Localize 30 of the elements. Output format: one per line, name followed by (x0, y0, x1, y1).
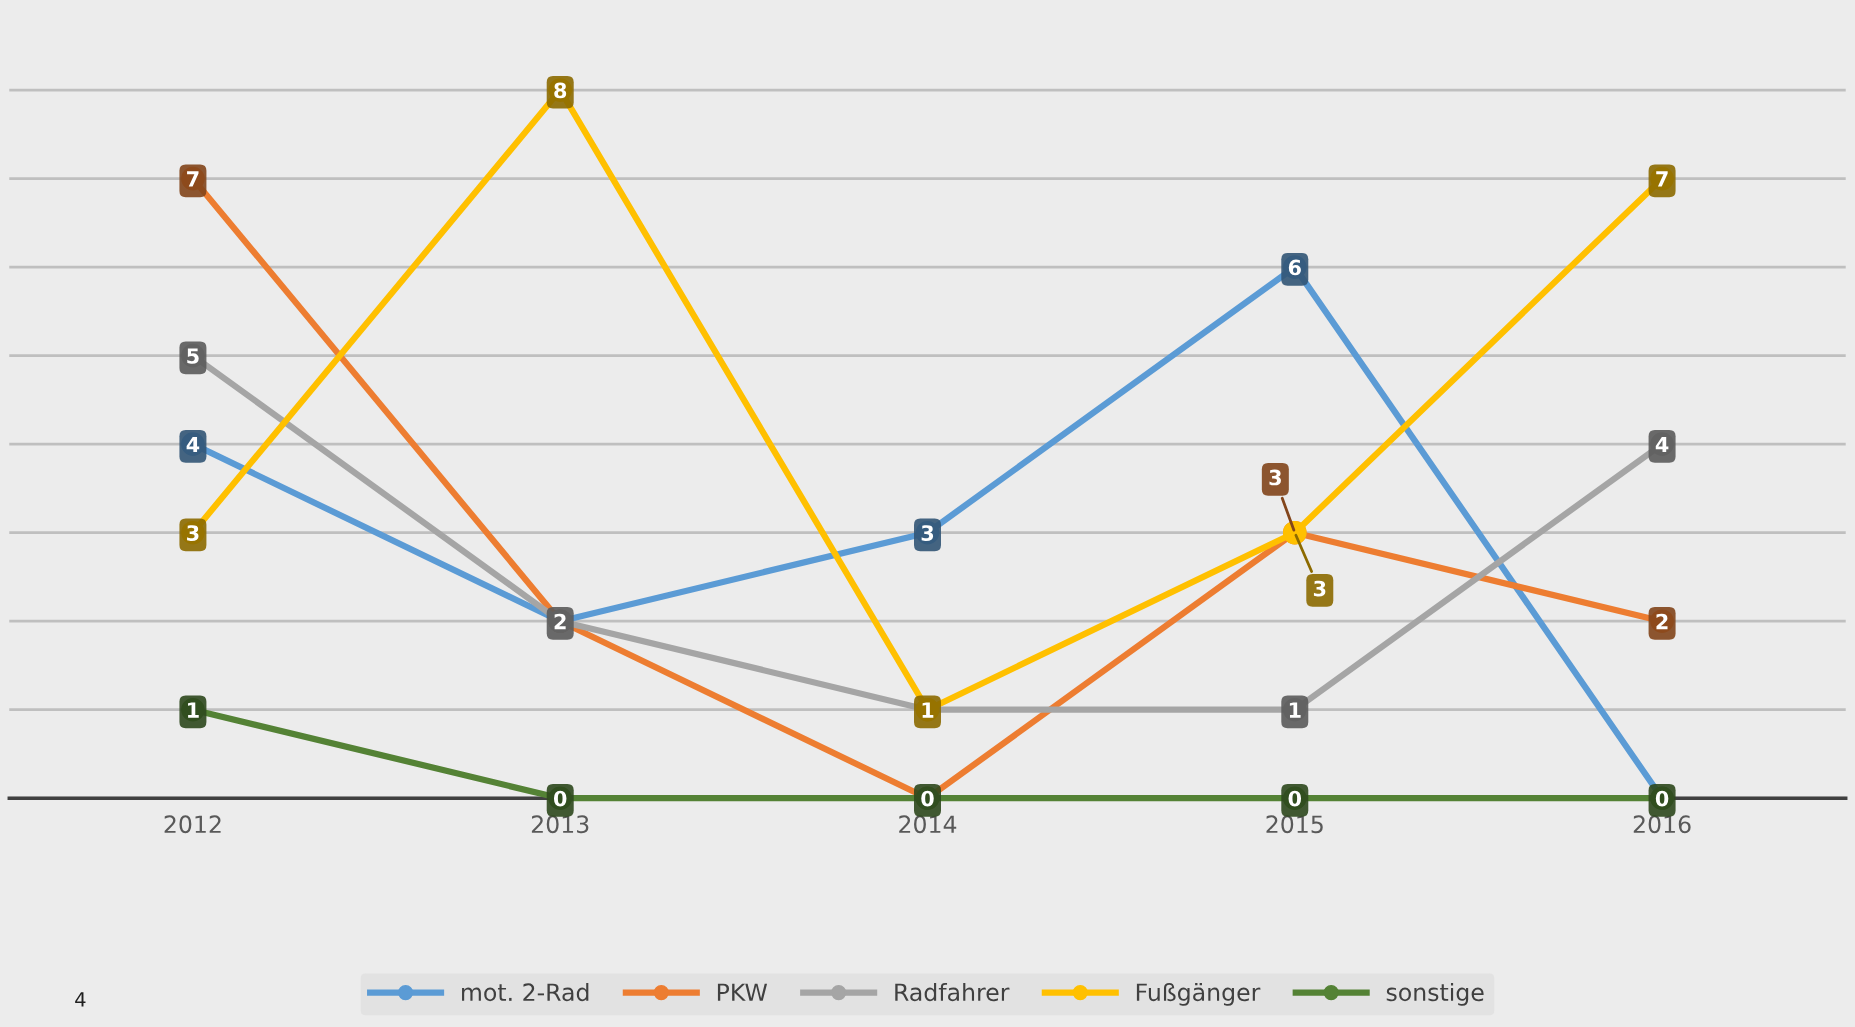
data-label: 0 (921, 790, 934, 807)
data-label: 0 (1288, 790, 1302, 807)
legend-label: mot. 2-Rad (462, 982, 589, 1002)
text: 4 (75, 992, 86, 1007)
data-label: 2 (1656, 613, 1668, 630)
data-label: 4 (186, 436, 200, 453)
legend-label: Fußgänger (1136, 982, 1261, 1006)
data-label: 3 (921, 525, 934, 541)
x-tick-label: 2012 (164, 815, 221, 834)
data-label: 0 (553, 790, 567, 807)
data-label: 4 (1655, 436, 1669, 453)
data-label: 3 (1269, 469, 1281, 486)
data-label: 5 (187, 348, 199, 364)
data-label: 3 (187, 525, 199, 541)
data-label: 3 (1313, 580, 1326, 597)
data-label: 1 (188, 702, 199, 718)
data-label: 1 (1289, 702, 1301, 718)
x-tick-label: 2013 (531, 815, 589, 834)
x-tick-label: 2014 (899, 815, 957, 834)
data-label: 7 (187, 171, 199, 187)
legend-label: PKW (717, 983, 768, 1001)
data-label: 6 (1288, 259, 1301, 276)
data-label: 8 (554, 82, 567, 99)
legend-label: Radfahrer (895, 982, 1010, 1002)
data-label: 1 (922, 702, 934, 718)
data-label: 0 (1655, 790, 1669, 807)
legend-label: sonstige (1386, 982, 1484, 1006)
x-tick-label: 2016 (1633, 815, 1691, 834)
x-tick-label: 2015 (1266, 815, 1323, 834)
data-label: 7 (1656, 171, 1668, 187)
